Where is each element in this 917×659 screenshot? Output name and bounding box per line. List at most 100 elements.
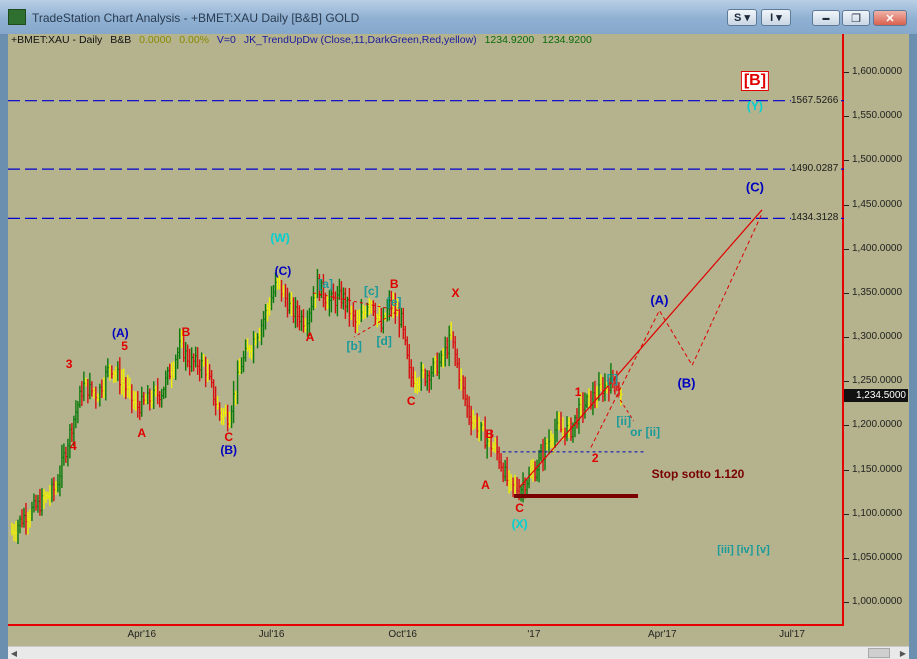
x-tick-label: Apr'16 [127,629,157,640]
y-tick-label: 1,550.0000 [852,110,903,122]
x-tick-label: Jul'16 [258,629,285,640]
y-tick-mark [844,292,849,294]
status-change-pct: 0.00% [179,34,209,46]
restore-icon: ❐ [851,12,861,25]
y-tick-mark [844,337,849,338]
wave-label: or [ii] [630,425,661,440]
wave-label: B [389,277,399,291]
scroll-right-icon[interactable]: ▶ [899,648,907,658]
x-tick-label: '17 [527,629,541,640]
triangle-lines [312,292,400,338]
y-tick-mark [844,248,849,250]
i-button-label: I [770,11,774,24]
wave-label: 5 [121,338,128,353]
wave-label: [c] [363,284,379,299]
chart-area[interactable]: +BMET:XAU - Daily B&B 0.0000 0.00% V=0 J… [8,34,909,646]
y-tick-mark [844,72,849,73]
y-tick-label: 1,400.0000 [852,242,903,254]
wave-label: [ii] [616,413,632,428]
wave-label: (B) [220,443,238,458]
y-tick-mark [844,116,849,118]
wave-label: (A) [112,326,129,341]
y-tick-mark [844,204,849,206]
y-tick-mark [844,469,849,471]
status-change: 0.0000 [139,34,172,46]
scroll-left-icon[interactable]: ◀ [10,648,18,658]
y-tick-mark [844,513,849,515]
wave-label: (C) [745,179,764,195]
wave-label: 3 [65,356,73,371]
y-tick-mark [844,425,849,427]
wave-label: (X) [511,517,528,532]
wave-label: C [406,394,416,409]
status-value1: 1234.9200 [484,34,535,46]
y-tick-mark [844,160,849,162]
wave-label: (W) [270,231,290,246]
y-tick-label: 1,150.0000 [852,463,903,475]
wave-label: [d] [376,334,392,349]
wave-label: (Y) [746,98,763,113]
wave-label: C [515,501,524,516]
x-tick-label: Oct'16 [388,629,417,640]
level-label: 1490.0287 [791,163,839,175]
window-titlebar: TradeStation Chart Analysis - +BMET:XAU … [0,0,917,35]
y-tick-label: 1,450.0000 [852,198,903,210]
y-tick-label: 1,000.0000 [852,596,903,607]
chevron-down-icon: ▾ [744,12,750,24]
projection-path [590,213,763,448]
wave-label: [e] [386,294,402,309]
i-menu-button[interactable]: I ▾ [761,9,791,26]
y-tick-mark [844,602,849,603]
y-tick-label: 1,350.0000 [852,286,903,298]
y-tick-mark [844,381,849,383]
window-title: TradeStation Chart Analysis - +BMET:XAU … [32,11,360,25]
x-tick-label: Jul'17 [779,629,805,640]
app-icon [8,9,26,25]
y-tick-label: 1,250.0000 [852,375,903,387]
status-value2: 1234.9200 [542,34,592,46]
wave-label: [b] [346,338,362,353]
scroll-thumb[interactable] [868,648,890,658]
wave-label: [iii] [iv] [v] [717,543,770,556]
status-indicator: JK_TrendUpDw (Close,11,DarkGreen,Red,yel… [243,34,477,46]
level-label: 1567.5266 [791,94,839,106]
wave-label: B [181,324,191,339]
restore-button[interactable]: ❐ [842,10,870,26]
wave-label: (A) [650,292,669,308]
stop-label: Stop sotto 1.120 [651,467,745,481]
y-tick-label: 1,600.0000 [852,66,903,77]
level-label: 1434.3128 [791,212,839,224]
wave-label: A [137,426,147,441]
wave-label: 4 [69,438,77,453]
wave-label: (B) [677,375,696,391]
y-tick-label: 1,050.0000 [852,551,903,563]
wave-label: 1 [574,384,582,399]
y-tick-mark [844,557,849,559]
status-volume: V=0 [216,34,236,46]
status-line: +BMET:XAU - Daily B&B 0.0000 0.00% V=0 J… [11,34,597,46]
x-tick-label: Apr'17 [647,629,677,640]
minimize-button[interactable]: ▬ [812,10,840,26]
horizontal-scrollbar[interactable]: ◀ ▶ [8,646,909,659]
wave-label: X [451,285,460,300]
y-tick-label: 1,200.0000 [852,419,903,431]
chevron-down-icon: ▾ [776,12,782,24]
last-price-tag: 1,234.5000 [844,388,908,402]
wave-label: B [485,427,495,442]
wave-label: 2 [591,451,599,466]
wave-label: [i] [606,372,618,387]
close-button[interactable]: ✕ [873,10,907,26]
y-tick-label: 1,300.0000 [852,331,903,342]
wave-label: A [481,478,490,493]
status-symbol: +BMET:XAU - Daily [11,34,103,46]
s-menu-button[interactable]: S ▾ [727,9,757,26]
close-icon: ✕ [885,12,895,25]
alt-projection-path [613,389,635,422]
y-axis[interactable]: 1,600.0000 1,550.0000 1,500.0000 1,450.0000… [844,34,909,626]
wave-label: A [305,330,315,344]
x-axis[interactable]: Apr'16 Jul'16 Oct'16 '17 Apr'17 Jul'17 [8,626,909,646]
wave-label: C [224,429,234,444]
minimize-icon: ▬ [822,14,830,22]
plot-area[interactable]: +BMET:XAU - Daily B&B 0.0000 0.00% V=0 J… [8,34,844,626]
chart-svg[interactable] [8,34,844,626]
